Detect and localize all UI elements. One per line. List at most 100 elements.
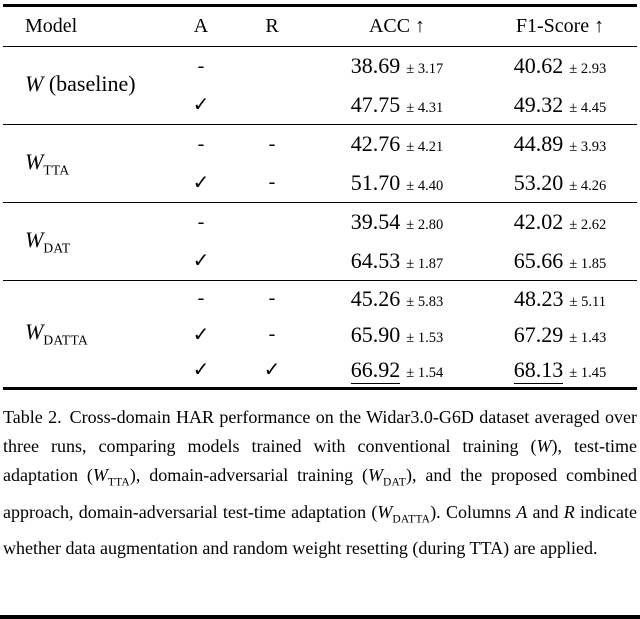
f1-std: ± 2.62 xyxy=(569,217,607,234)
paper-table-figure: Model A R ACC ↑ F1-Score ↑ W (baseline) … xyxy=(0,4,640,619)
acc-value: 64.53 xyxy=(350,247,401,273)
caption-subscript-tta: TTA xyxy=(107,476,130,489)
aug-flag: - xyxy=(197,132,205,155)
model-subscript: DAT xyxy=(43,240,71,256)
model-symbol: W xyxy=(25,226,44,252)
model-label-datta: WDATTA xyxy=(3,281,169,389)
f1-value-cell: 65.66 ± 1.85 xyxy=(483,242,637,281)
acc-value: 65.90 xyxy=(350,321,401,347)
reset-flag: - xyxy=(268,287,276,310)
table-row: W (baseline) - 38.69 ± 3.17 40.62 ± 2.93 xyxy=(3,47,637,96)
header-row: Model A R ACC ↑ F1-Score ↑ xyxy=(3,6,637,47)
acc-value: 47.75 xyxy=(350,91,401,117)
acc-std: ± 4.31 xyxy=(406,99,444,116)
table-header: Model A R ACC ↑ F1-Score ↑ xyxy=(3,6,637,47)
f1-value: 53.20 xyxy=(513,169,564,195)
f1-std: ± 1.43 xyxy=(569,329,607,346)
f1-value: 48.23 xyxy=(514,285,564,311)
caption-text: ), test-time adaptation ( xyxy=(3,436,637,485)
header-model: Model xyxy=(25,15,78,37)
f1-value-cell: 67.29 ± 1.43 xyxy=(483,317,637,353)
caption-math-w: W xyxy=(368,465,383,485)
results-table: Model A R ACC ↑ F1-Score ↑ W (baseline) … xyxy=(3,4,637,390)
acc-value-cell: 38.69 ± 3.17 xyxy=(311,47,483,86)
f1-value-cell: 48.23 ± 5.11 xyxy=(483,281,637,317)
f1-std: ± 4.26 xyxy=(569,177,607,194)
f1-value: 65.66 xyxy=(513,247,564,273)
model-symbol: W xyxy=(25,70,44,96)
reset-flag xyxy=(233,242,311,281)
aug-flag: ✓ xyxy=(192,324,210,346)
caption-text: ), domain-adversarial training ( xyxy=(129,465,368,485)
f1-value-cell: 68.13 ± 1.45 xyxy=(483,353,637,389)
acc-value-underlined: 66.92 xyxy=(350,356,401,384)
model-label-dat: WDAT xyxy=(3,203,169,281)
model-label-baseline: W (baseline) xyxy=(3,47,169,125)
table-row: WDATTA - - 45.26 ± 5.83 48.23 ± 5.11 xyxy=(3,281,637,348)
caption-math-w: W xyxy=(536,436,552,456)
aug-flag: - xyxy=(197,210,205,233)
reset-flag: ✓ xyxy=(263,359,281,382)
aug-flag: ✓ xyxy=(192,250,210,273)
section-dat: WDAT - 39.54 ± 2.80 42.02 ± 2.62 ✓ 64.53 ± … xyxy=(3,202,637,281)
acc-value-cell: 47.75 ± 4.31 xyxy=(311,86,483,125)
acc-std: ± 3.17 xyxy=(406,61,444,78)
reset-flag xyxy=(233,86,311,125)
caption-subscript-datta: DATTA xyxy=(392,513,431,526)
aug-flag: - xyxy=(197,287,205,310)
f1-value-cell: 44.89 ± 3.93 xyxy=(483,125,637,164)
reset-flag xyxy=(233,47,311,86)
model-suffix: (baseline) xyxy=(43,70,136,96)
aug-flag: ✓ xyxy=(192,359,210,382)
model-subscript: TTA xyxy=(43,162,70,178)
acc-std: ± 1.87 xyxy=(406,255,444,272)
f1-value-cell: 53.20 ± 4.26 xyxy=(483,164,637,203)
f1-std: ± 3.93 xyxy=(569,139,607,156)
f1-value-cell: 42.02 ± 2.62 xyxy=(483,203,637,242)
f1-value: 44.89 xyxy=(513,131,564,157)
f1-std: ± 5.11 xyxy=(569,293,606,310)
f1-value: 67.29 xyxy=(513,321,564,347)
caption-text: Cross-domain HAR performance on the Wida… xyxy=(3,407,637,456)
f1-value: 42.02 xyxy=(513,209,564,235)
reset-flag xyxy=(233,203,311,242)
acc-value: 38.69 xyxy=(350,53,401,79)
aug-flag: ✓ xyxy=(192,94,210,117)
page-divider-rule xyxy=(0,615,640,619)
table-row: ✓ 64.53 ± 1.87 65.66 ± 1.85 xyxy=(3,242,637,281)
acc-value-cell: 64.53 ± 1.87 xyxy=(311,242,483,281)
model-symbol: W xyxy=(25,148,44,174)
acc-std: ± 1.54 xyxy=(406,364,444,381)
acc-std: ± 4.21 xyxy=(406,139,444,156)
f1-std: ± 4.45 xyxy=(569,99,607,116)
table-row: ✓ 47.75 ± 4.31 49.32 ± 4.45 xyxy=(3,86,637,125)
f1-std: ± 2.93 xyxy=(569,61,607,78)
f1-value: 49.32 xyxy=(513,91,564,117)
f1-value-cell: 49.32 ± 4.45 xyxy=(483,86,637,125)
table-caption: Table 2. Cross-domain HAR performance on … xyxy=(3,403,637,563)
section-baseline: W (baseline) - 38.69 ± 3.17 40.62 ± 2.93 ✓… xyxy=(3,47,637,125)
aug-flag: - xyxy=(197,54,205,77)
caption-text: ), and the proposed combined approach, d… xyxy=(3,465,637,522)
f1-value-underlined: 68.13 xyxy=(513,356,564,384)
caption-math-a: A xyxy=(516,501,528,522)
acc-std: ± 1.53 xyxy=(406,329,444,346)
acc-value-cell: 65.90 ± 1.53 xyxy=(311,317,483,353)
reset-flag: - xyxy=(268,171,276,194)
f1-std: ± 1.45 xyxy=(569,364,607,381)
f1-value-cell: 40.62 ± 2.93 xyxy=(483,47,637,86)
section-datta: WDATTA - - 45.26 ± 5.83 48.23 ± 5.11 ✓ - 6… xyxy=(3,280,637,389)
caption-math-w: W xyxy=(92,465,108,485)
header-a: A xyxy=(193,15,209,37)
acc-value: 39.54 xyxy=(350,209,401,235)
acc-value-cell: 39.54 ± 2.80 xyxy=(311,203,483,242)
caption-math-w: W xyxy=(377,501,393,522)
caption-subscript-dat: DAT xyxy=(383,476,406,489)
section-tta: WTTA - - 42.76 ± 4.21 44.89 ± 3.93 ✓ - 51.… xyxy=(3,124,637,203)
caption-text: ). Columns xyxy=(430,501,517,522)
caption-text: indicate whether data augmentation and r… xyxy=(3,501,637,559)
f1-value: 40.62 xyxy=(513,53,564,79)
model-subscript: DATTA xyxy=(43,332,88,348)
acc-std: ± 4.40 xyxy=(406,177,444,194)
acc-value-cell: 45.26 ± 5.83 xyxy=(311,281,483,317)
